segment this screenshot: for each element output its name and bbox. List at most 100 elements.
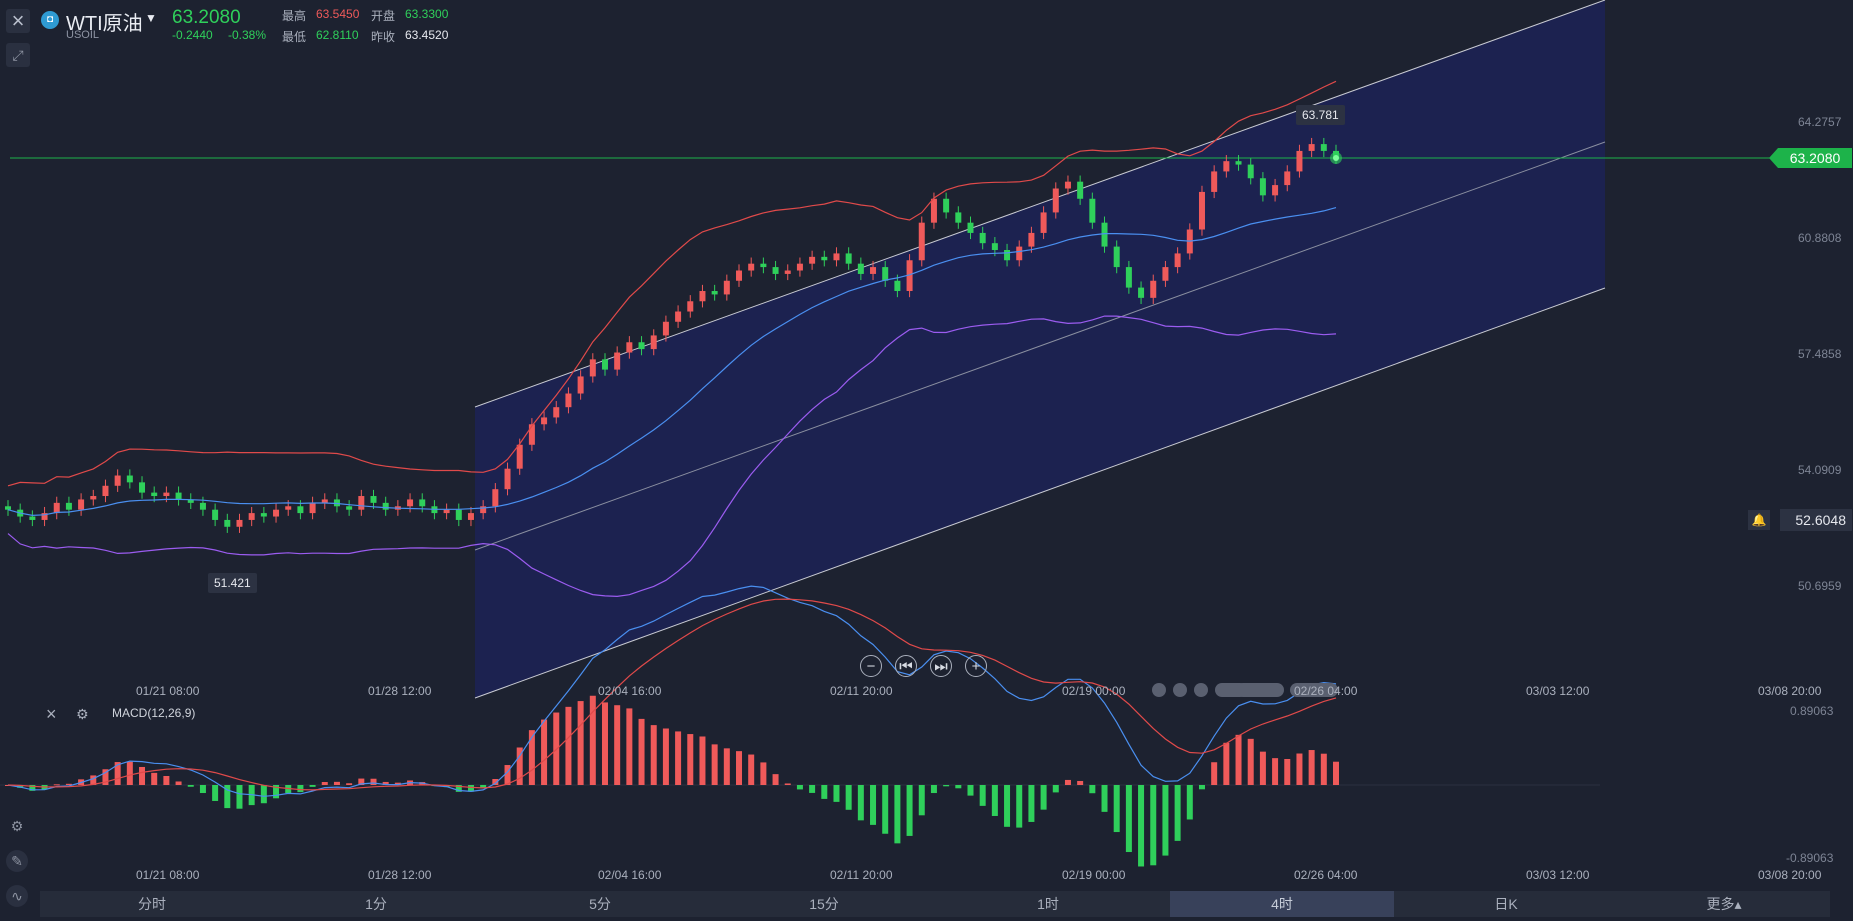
macd-bar	[918, 785, 925, 816]
macd-bar	[1198, 785, 1205, 790]
tf-tab[interactable]: 15分	[809, 896, 839, 912]
candle-body	[455, 509, 462, 520]
macd-bar	[699, 736, 706, 785]
symbol-name[interactable]: WTI原油	[66, 13, 143, 35]
candle-body	[443, 509, 450, 514]
high-value: 63.5450	[316, 7, 360, 21]
candle-body	[114, 475, 121, 486]
x-tick: 01/21 08:00	[136, 684, 200, 698]
tf-tab[interactable]: 分时	[138, 896, 166, 912]
candle-body	[809, 256, 816, 264]
scroll-dot[interactable]	[1194, 683, 1208, 697]
candle-body	[1162, 267, 1169, 281]
layers-icon[interactable]: ⚙	[10, 818, 24, 834]
pencil-icon[interactable]: ✎	[6, 850, 28, 872]
gear-icon[interactable]: ⚙	[76, 706, 89, 722]
macd-bar	[1272, 758, 1279, 785]
macd-bar	[163, 775, 170, 785]
candle-body	[1089, 198, 1096, 223]
current-price-tag: 63.2080	[1769, 148, 1852, 168]
candle-body	[991, 243, 998, 251]
macd-bar	[53, 784, 60, 786]
y-tick: 57.4858	[1798, 347, 1842, 361]
macd-bar	[17, 785, 24, 788]
macd-bar	[102, 769, 109, 785]
chevron-down-icon[interactable]: ▼	[145, 11, 157, 25]
scroll-dot[interactable]	[1236, 683, 1284, 697]
x-tick: 01/21 08:00	[136, 868, 200, 882]
macd-bar	[1235, 734, 1242, 785]
macd-bar	[675, 731, 682, 785]
candle-body	[882, 267, 889, 281]
last-price: 63.2080	[172, 7, 241, 28]
tf-tab[interactable]: 5分	[589, 896, 611, 912]
channel-mid-line[interactable]	[474, 141, 1606, 551]
candle-body	[1235, 161, 1242, 165]
macd-bar	[565, 706, 572, 785]
candle-body	[784, 270, 791, 274]
alert-price-tag[interactable]: 52.6048	[1780, 509, 1852, 531]
candle-body	[53, 502, 60, 514]
macd-bar	[467, 785, 474, 792]
channel-upper-line[interactable]	[474, 0, 1606, 408]
candle-body	[321, 499, 328, 503]
close-button[interactable]: ×	[6, 9, 30, 33]
price-change-percent: -0.38%	[228, 28, 267, 42]
jump-end-button[interactable]: ⏭	[930, 655, 952, 677]
candle-body	[979, 232, 986, 244]
tf-tab[interactable]: 日K	[1494, 896, 1518, 912]
candle-body	[687, 301, 694, 312]
macd-bar	[1052, 785, 1059, 793]
y-tick: 50.6959	[1798, 579, 1842, 593]
macd-bar	[90, 775, 97, 785]
tf-tab[interactable]: 1时	[1037, 896, 1059, 912]
macd-bar	[833, 785, 840, 802]
candle-body	[1113, 246, 1120, 268]
macd-bar	[930, 785, 937, 794]
zoom-in-button[interactable]: +	[965, 655, 987, 677]
channel-lower-line[interactable]	[474, 287, 1606, 699]
macd-bar	[1223, 742, 1230, 785]
candle-body	[175, 492, 182, 500]
candle-body	[102, 485, 109, 497]
macd-bar	[1016, 785, 1023, 828]
candle-body	[29, 516, 36, 520]
scroll-dot[interactable]	[1290, 683, 1338, 697]
candle-body	[565, 393, 572, 408]
candle-body	[1101, 222, 1108, 247]
draw-tool-button[interactable]: ⤢	[6, 43, 30, 67]
zoom-out-button[interactable]: −	[860, 655, 882, 677]
macd-bar	[455, 785, 462, 792]
candle-body	[126, 475, 133, 483]
candle-body	[41, 513, 48, 520]
candle-body	[1296, 150, 1303, 172]
open-value: 63.3300	[405, 7, 449, 21]
candle-body	[78, 499, 85, 510]
prev-close-value: 63.4520	[405, 28, 449, 42]
indicator-icon[interactable]: ∿	[6, 885, 28, 907]
candle-body	[1211, 171, 1218, 192]
candle-body	[1284, 171, 1291, 186]
tf-tab[interactable]: 1分	[365, 896, 387, 912]
macd-dea-line	[7, 598, 1337, 791]
macd-bar	[151, 772, 158, 785]
price-change: -0.2440	[172, 28, 213, 42]
x-tick: 03/03 12:00	[1526, 868, 1590, 882]
bell-icon[interactable]: 🔔	[1748, 510, 1770, 530]
macd-bar	[1186, 785, 1193, 820]
macd-bar	[1040, 785, 1047, 810]
tf-tab-active[interactable]: 4时	[1170, 891, 1394, 917]
jump-start-button[interactable]: ⏮	[895, 655, 917, 677]
macd-bar	[711, 744, 718, 785]
scroll-dot[interactable]	[1152, 683, 1166, 697]
candle-body	[577, 376, 584, 394]
candle-body	[1028, 232, 1035, 247]
macd-bar	[784, 783, 791, 785]
macd-bar	[1320, 753, 1327, 785]
live-price-dot-core	[1333, 155, 1339, 161]
scroll-dot[interactable]	[1173, 683, 1187, 697]
candle-body	[1064, 181, 1071, 189]
close-indicator-icon[interactable]: ×	[46, 704, 57, 724]
tf-tab-more[interactable]: 更多▴	[1706, 896, 1742, 912]
